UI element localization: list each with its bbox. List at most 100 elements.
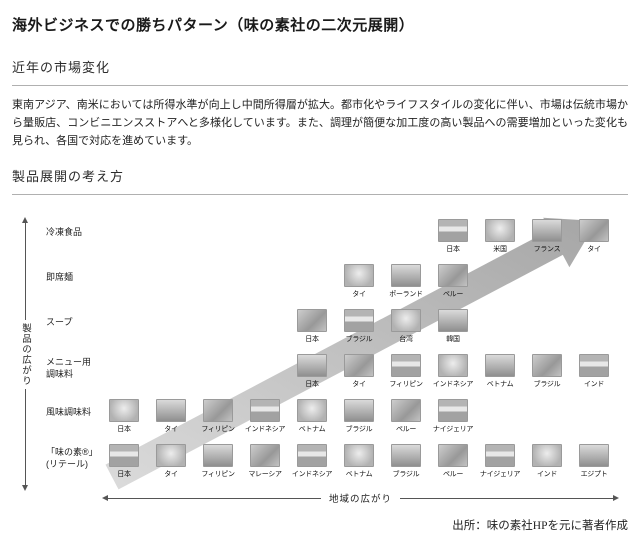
product-thumbnail [297, 354, 327, 378]
country-label: ペルー [442, 471, 464, 479]
product-item: ベトナム [337, 444, 381, 479]
product-item: ペルー [384, 399, 428, 434]
product-item: 韓国 [431, 309, 475, 344]
product-item: ペルー [431, 444, 475, 479]
product-thumbnail [391, 444, 421, 468]
product-item: ベトナム [478, 354, 522, 389]
x-axis-line [400, 497, 614, 499]
country-label: インドネシア [291, 471, 333, 479]
country-label: インドネシア [244, 426, 286, 434]
product-item: ベトナム [290, 399, 334, 434]
product-item: インドネシア [290, 444, 334, 479]
country-label: ベトナム [298, 426, 326, 434]
arrow-down-icon [22, 485, 28, 492]
country-label: タイ [352, 291, 366, 299]
market-change-paragraph: 東南アジア、南米においては所得水準が向上し中間所得層が拡大。都市化やライフスタイ… [12, 99, 628, 147]
country-label: ペルー [395, 426, 417, 434]
country-label: インド [536, 471, 558, 479]
product-thumbnail [391, 399, 421, 423]
product-thumbnail [485, 219, 515, 243]
product-item: ペルー [431, 264, 475, 299]
country-label: タイ [352, 381, 366, 389]
product-thumbnail [109, 399, 139, 423]
product-item: インドネシア [431, 354, 475, 389]
product-thumbnail [203, 444, 233, 468]
country-label: ナイジェリア [479, 471, 521, 479]
product-item: インド [572, 354, 616, 389]
country-label: ブラジル [345, 426, 373, 434]
country-label: ポーランド [389, 291, 423, 299]
product-thumbnail [532, 219, 562, 243]
page-title: 海外ビジネスでの勝ちパターン（味の素社の二次元展開） [12, 17, 415, 34]
product-item: ブラジル [337, 399, 381, 434]
product-item: 日本 [290, 354, 334, 389]
product-item: 日本 [431, 219, 475, 254]
product-thumbnail [156, 444, 186, 468]
country-label: ブラジル [345, 336, 373, 344]
row-label: 冷凍食品 [46, 227, 83, 238]
product-item: インド [525, 444, 569, 479]
row-label: 風味調味料 [46, 407, 92, 418]
section-heading-market: 近年の市場変化 [12, 57, 628, 86]
product-item: フィリピン [384, 354, 428, 389]
country-label: 日本 [446, 246, 460, 254]
product-thumbnail [344, 264, 374, 288]
product-thumbnail [579, 219, 609, 243]
product-thumbnail [438, 444, 468, 468]
product-thumbnail [579, 354, 609, 378]
product-item: 日本 [102, 444, 146, 479]
product-thumbnail [344, 309, 374, 333]
product-thumbnail [485, 444, 515, 468]
product-thumbnail [297, 444, 327, 468]
country-label: 韓国 [446, 336, 460, 344]
product-item: 日本 [290, 309, 334, 344]
country-label: マレーシア [248, 471, 282, 479]
product-thumbnail [485, 354, 515, 378]
product-item: 台湾 [384, 309, 428, 344]
row-label: スープ [46, 317, 73, 328]
product-thumbnail [391, 309, 421, 333]
x-axis-label: 地域の広がり [329, 494, 393, 506]
product-thumbnail [297, 309, 327, 333]
x-axis-arrow: 地域の広がり [102, 491, 620, 506]
source-note: 出所：味の素社HPを元に著者作成 [452, 520, 628, 533]
country-label: タイ [164, 426, 178, 434]
arrow-left-icon [102, 495, 108, 502]
product-thumbnail [250, 444, 280, 468]
country-label: フランス [533, 246, 561, 254]
y-axis-arrow: 製品の広がり [18, 217, 32, 492]
product-item: 米国 [478, 219, 522, 254]
product-expansion-chart: 製品の広がり 冷凍食品 日本 米国 フランス タイ 即席麺 タイ ポーランド ペルー スープ 日本ブ… [12, 209, 628, 509]
product-thumbnail [532, 354, 562, 378]
country-label: 日本 [117, 426, 131, 434]
product-item: タイ [337, 354, 381, 389]
country-label: フィリピン [201, 471, 235, 479]
product-thumbnail [297, 399, 327, 423]
arrow-up-icon [22, 217, 28, 224]
country-label: ベトナム [345, 471, 373, 479]
row-label: 即席麺 [46, 272, 74, 283]
product-item: ブラジル [384, 444, 428, 479]
product-item: フィリピン [196, 399, 240, 434]
product-thumbnail [438, 399, 468, 423]
product-thumbnail [109, 444, 139, 468]
product-item: タイ [149, 444, 193, 479]
country-label: インド [583, 381, 605, 389]
country-label: 日本 [117, 471, 131, 479]
country-label: ナイジェリア [432, 426, 474, 434]
product-thumbnail [344, 399, 374, 423]
y-axis-line [24, 388, 26, 486]
product-thumbnail [203, 399, 233, 423]
country-label: 米国 [493, 246, 507, 254]
row-label: 「味の素®」 (リテール) [46, 447, 98, 469]
product-item: 日本 [102, 399, 146, 434]
product-item: ブラジル [337, 309, 381, 344]
country-label: 台湾 [399, 336, 413, 344]
section-heading-product: 製品展開の考え方 [12, 166, 628, 196]
product-item: ポーランド [384, 264, 428, 299]
country-label: タイ [587, 246, 601, 254]
y-axis-line [24, 223, 26, 320]
product-thumbnail [391, 354, 421, 378]
product-item: タイ [149, 399, 193, 434]
product-item: ナイジェリア [431, 399, 475, 434]
